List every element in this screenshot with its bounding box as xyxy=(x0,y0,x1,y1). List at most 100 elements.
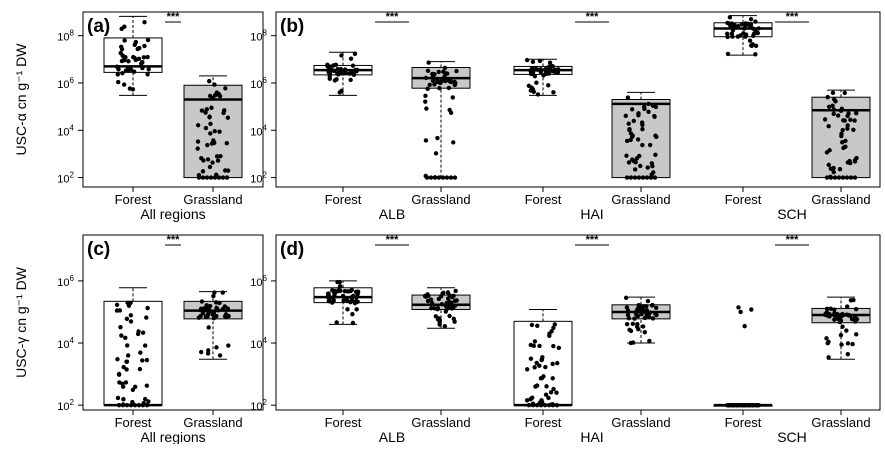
data-point xyxy=(223,86,228,91)
data-point xyxy=(634,156,640,161)
data-point xyxy=(742,402,748,408)
data-point xyxy=(441,290,446,296)
data-point xyxy=(837,315,843,320)
data-point xyxy=(350,311,355,317)
data-point xyxy=(354,295,359,300)
data-point xyxy=(632,167,638,172)
y-tick-label: 102 xyxy=(250,171,267,186)
data-point xyxy=(529,69,535,75)
data-point xyxy=(639,311,644,317)
data-point xyxy=(331,295,336,300)
data-point xyxy=(331,68,337,74)
data-point xyxy=(340,70,346,75)
data-point xyxy=(451,316,456,322)
x-tick-label: Grassland xyxy=(183,415,242,430)
data-point xyxy=(537,343,542,349)
data-point xyxy=(549,329,554,334)
data-point xyxy=(200,169,206,174)
outlier-point xyxy=(738,309,743,315)
x-tick-label: Forest xyxy=(725,192,762,207)
data-point xyxy=(753,19,758,24)
box-grassland: Grassland xyxy=(611,91,671,207)
y-tick-label: 106 xyxy=(250,76,267,91)
data-point xyxy=(337,279,342,285)
data-point xyxy=(216,175,222,180)
data-point xyxy=(452,175,458,180)
data-point xyxy=(738,402,744,408)
data-point xyxy=(534,360,539,366)
data-point xyxy=(839,342,844,347)
data-point xyxy=(627,127,632,133)
data-point xyxy=(840,175,846,180)
data-point xyxy=(125,300,130,306)
data-point xyxy=(824,306,830,312)
data-point xyxy=(137,45,142,51)
y-axis-label: USC-α cn g⁻¹ DW xyxy=(13,43,29,156)
y-tick-label: 108 xyxy=(250,29,267,44)
data-point xyxy=(122,38,127,43)
data-point xyxy=(838,332,844,338)
data-point xyxy=(747,22,753,27)
data-point xyxy=(535,92,541,97)
data-point xyxy=(640,127,645,132)
data-point xyxy=(624,321,630,327)
data-point xyxy=(534,402,540,408)
y-tick-label: 104 xyxy=(250,336,267,351)
data-point xyxy=(114,302,120,308)
data-point xyxy=(222,304,228,309)
data-point xyxy=(833,99,838,104)
data-point xyxy=(352,300,358,306)
data-point xyxy=(840,127,845,133)
data-point xyxy=(123,55,128,60)
data-point xyxy=(116,372,122,377)
data-point xyxy=(831,111,836,116)
data-point xyxy=(204,175,210,180)
data-point xyxy=(130,387,136,392)
data-point xyxy=(127,86,133,91)
data-point xyxy=(630,157,635,162)
data-point xyxy=(454,68,459,74)
data-point xyxy=(647,310,653,315)
data-point xyxy=(726,402,732,408)
data-point xyxy=(554,402,560,408)
data-point xyxy=(140,65,145,71)
data-point xyxy=(534,80,539,85)
data-point xyxy=(839,106,845,112)
data-point xyxy=(116,402,122,408)
data-point xyxy=(750,402,756,408)
x-tick-label: Grassland xyxy=(411,192,470,207)
data-point xyxy=(628,328,634,334)
group-label: ALB xyxy=(379,206,405,222)
box-grassland: Grassland xyxy=(183,290,243,430)
data-point xyxy=(430,78,436,83)
plot-frame xyxy=(275,234,881,411)
data-point xyxy=(146,399,151,404)
data-point xyxy=(551,90,556,95)
data-point xyxy=(142,396,148,402)
data-point xyxy=(211,310,217,315)
data-point xyxy=(545,69,550,75)
data-point xyxy=(735,24,741,29)
y-tick-label: 104 xyxy=(57,123,74,138)
data-point xyxy=(144,357,150,363)
data-point xyxy=(350,320,356,326)
data-point xyxy=(121,397,126,402)
data-point xyxy=(205,157,211,162)
data-point xyxy=(338,66,344,72)
data-point xyxy=(449,300,454,305)
data-point xyxy=(636,175,642,180)
data-point xyxy=(837,167,843,172)
data-point xyxy=(828,306,833,311)
data-point xyxy=(624,175,630,180)
data-point xyxy=(423,75,429,81)
data-point xyxy=(119,44,124,49)
data-point xyxy=(195,123,201,128)
data-point xyxy=(754,402,760,408)
data-point xyxy=(212,128,217,134)
data-point xyxy=(550,361,555,367)
box-iqr xyxy=(103,300,163,406)
x-tick-label: Forest xyxy=(725,415,762,430)
y-tick-label: 102 xyxy=(57,398,74,413)
group-label: HAI xyxy=(580,206,603,222)
data-point xyxy=(446,78,452,83)
